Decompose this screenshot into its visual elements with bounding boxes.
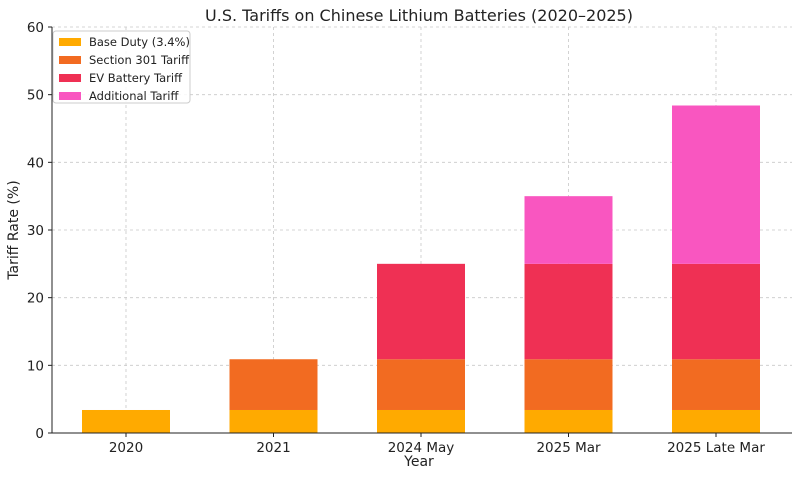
legend-label: Base Duty (3.4%) [89,35,190,49]
bar-segment-additional-tariff-4 [672,105,760,264]
x-tick-label: 2025 Mar [536,440,601,456]
legend-swatch [59,92,81,100]
bar-segment-base-duty-3-4-0 [82,409,170,433]
bar-segment-ev-battery-tariff-4 [672,263,760,360]
y-tick-label: 0 [35,426,44,442]
legend-label: Additional Tariff [89,89,179,103]
x-tick-label: 2024 May [388,440,455,456]
y-tick-label: 60 [27,20,44,36]
bar-segment-additional-tariff-3 [524,196,613,264]
bar-segment-ev-battery-tariff-2 [377,263,465,360]
bar-segment-section-301-tariff-2 [377,359,465,410]
bar-segment-ev-battery-tariff-3 [524,263,613,360]
x-axis-label: Year [403,454,434,470]
y-axis-label: Tariff Rate (%) [6,180,22,280]
legend-items: Base Duty (3.4%) Section 301 Tariff EV Bat… [59,35,190,103]
bar-segment-base-duty-3-4-2 [377,409,465,433]
legend-swatch [59,38,81,46]
chart-title: U.S. Tariffs on Chinese Lithium Batterie… [205,6,633,25]
bar-segment-base-duty-3-4-3 [524,409,613,433]
legend-label: Section 301 Tariff [89,53,190,67]
legend-swatch [59,74,81,82]
legend: Base Duty (3.4%) Section 301 Tariff EV Bat… [52,30,191,104]
legend-label: EV Battery Tariff [89,71,183,85]
x-tick-label: 2025 Late Mar [667,440,765,456]
bar-segment-section-301-tariff-3 [524,359,613,410]
y-tick-label: 50 [27,88,44,104]
x-tick-label: 2020 [109,440,143,456]
y-tick-label: 40 [27,155,44,171]
y-tick-label: 30 [27,223,44,239]
y-tick-label: 20 [27,291,44,307]
x-tick-label: 2021 [256,440,290,456]
legend-swatch [59,56,81,64]
bar-segment-base-duty-3-4-1 [229,409,318,433]
legend-box [52,30,191,104]
bar-segment-section-301-tariff-4 [672,359,760,410]
bars [82,105,760,433]
ticks: 0 10 20 30 40 50 60 2020 2021 2024 May 2025 Mar 202… [27,20,766,456]
y-tick-label: 10 [27,358,44,374]
bar-segment-base-duty-3-4-4 [672,409,760,433]
bar-segment-section-301-tariff-1 [229,359,318,410]
